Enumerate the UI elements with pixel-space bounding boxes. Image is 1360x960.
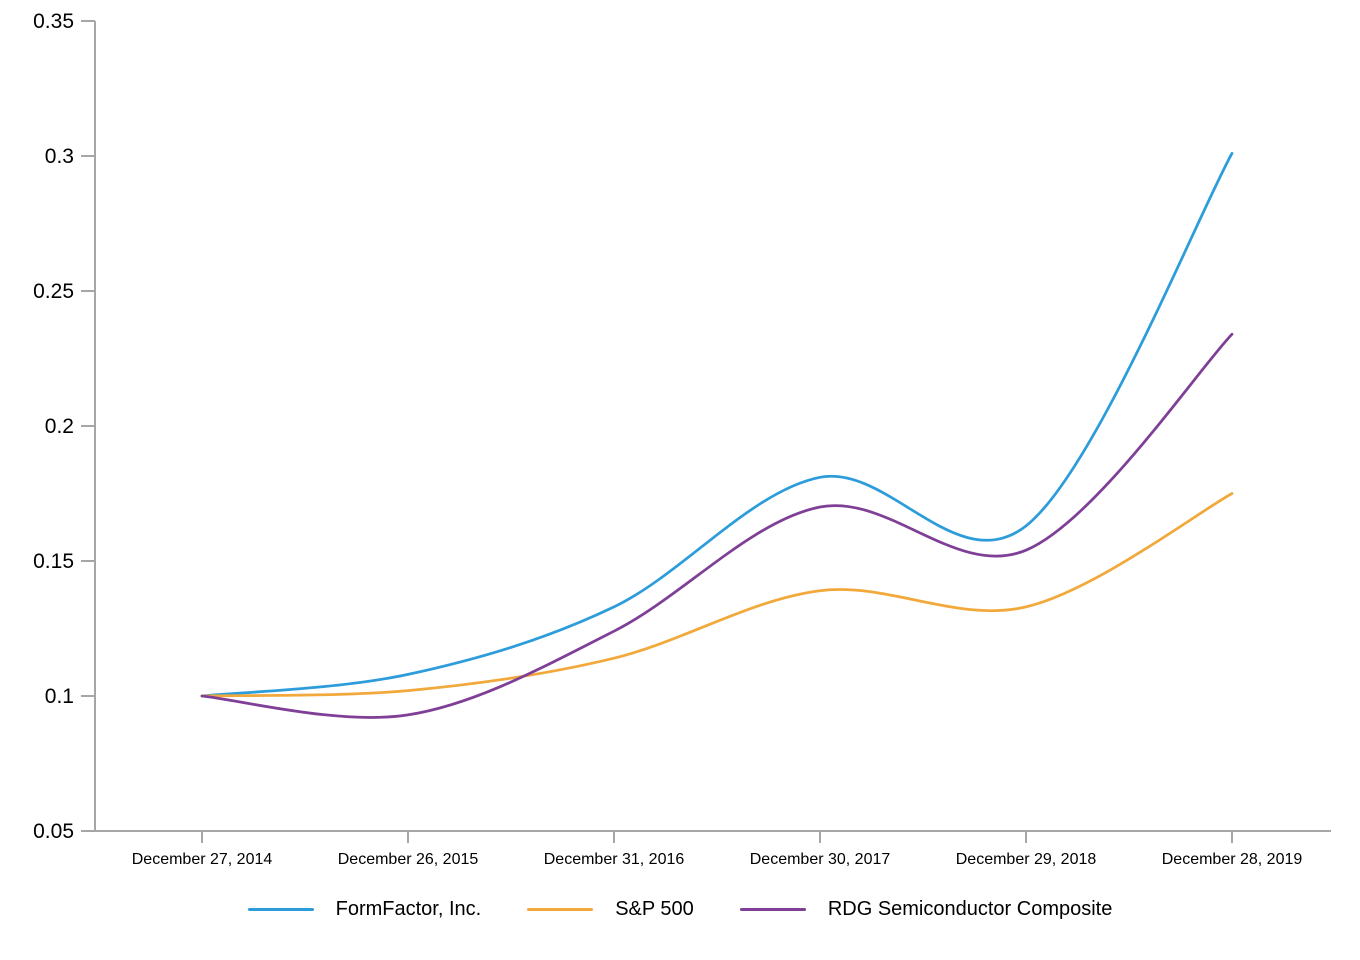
y-axis-tick-label: 0.25 xyxy=(33,280,74,303)
legend-line-swatch xyxy=(739,907,806,912)
y-axis-tick-label: 0.35 xyxy=(33,10,74,33)
legend-label: FormFactor, Inc. xyxy=(335,898,482,920)
x-axis-tick-label: December 29, 2018 xyxy=(956,851,1097,868)
legend-item-rdg: RDG Semiconductor Composite xyxy=(739,898,1113,921)
y-axis-tick-label: 0.15 xyxy=(33,550,74,573)
legend-item-sp500: S&P 500 xyxy=(527,898,694,921)
legend-line-swatch xyxy=(247,907,314,912)
x-axis-tick-label: December 27, 2014 xyxy=(132,851,273,868)
x-axis-tick-label: December 30, 2017 xyxy=(750,851,891,868)
plot-area: 0.05 0.1 0.15 0.2 0.25 0.3 0.35 December 27, 20… xyxy=(33,10,1331,868)
series-line-rdg-semiconductor-composite xyxy=(200,332,1234,719)
y-axis-tick-label: 0.2 xyxy=(45,415,74,438)
legend-item-formfactor: FormFactor, Inc. xyxy=(247,898,482,921)
legend-label: RDG Semiconductor Composite xyxy=(827,898,1113,920)
series-line-formfactor-inc xyxy=(200,151,1234,698)
legend-label: S&P 500 xyxy=(615,898,694,920)
y-axis-tick-label: 0.1 xyxy=(45,685,74,708)
x-axis-tick-label: December 26, 2015 xyxy=(338,851,479,868)
legend-line-swatch xyxy=(527,907,594,912)
x-axis-tick-label: December 28, 2019 xyxy=(1162,851,1303,868)
x-axis-tick-label: December 31, 2016 xyxy=(544,851,685,868)
y-axis-tick-label: 0.3 xyxy=(45,145,74,168)
series-line-s-p-500 xyxy=(200,492,1234,698)
y-axis-tick-label: 0.05 xyxy=(33,820,74,843)
legend: FormFactor, Inc. S&P 500 RDG Semiconduct… xyxy=(0,898,1360,921)
